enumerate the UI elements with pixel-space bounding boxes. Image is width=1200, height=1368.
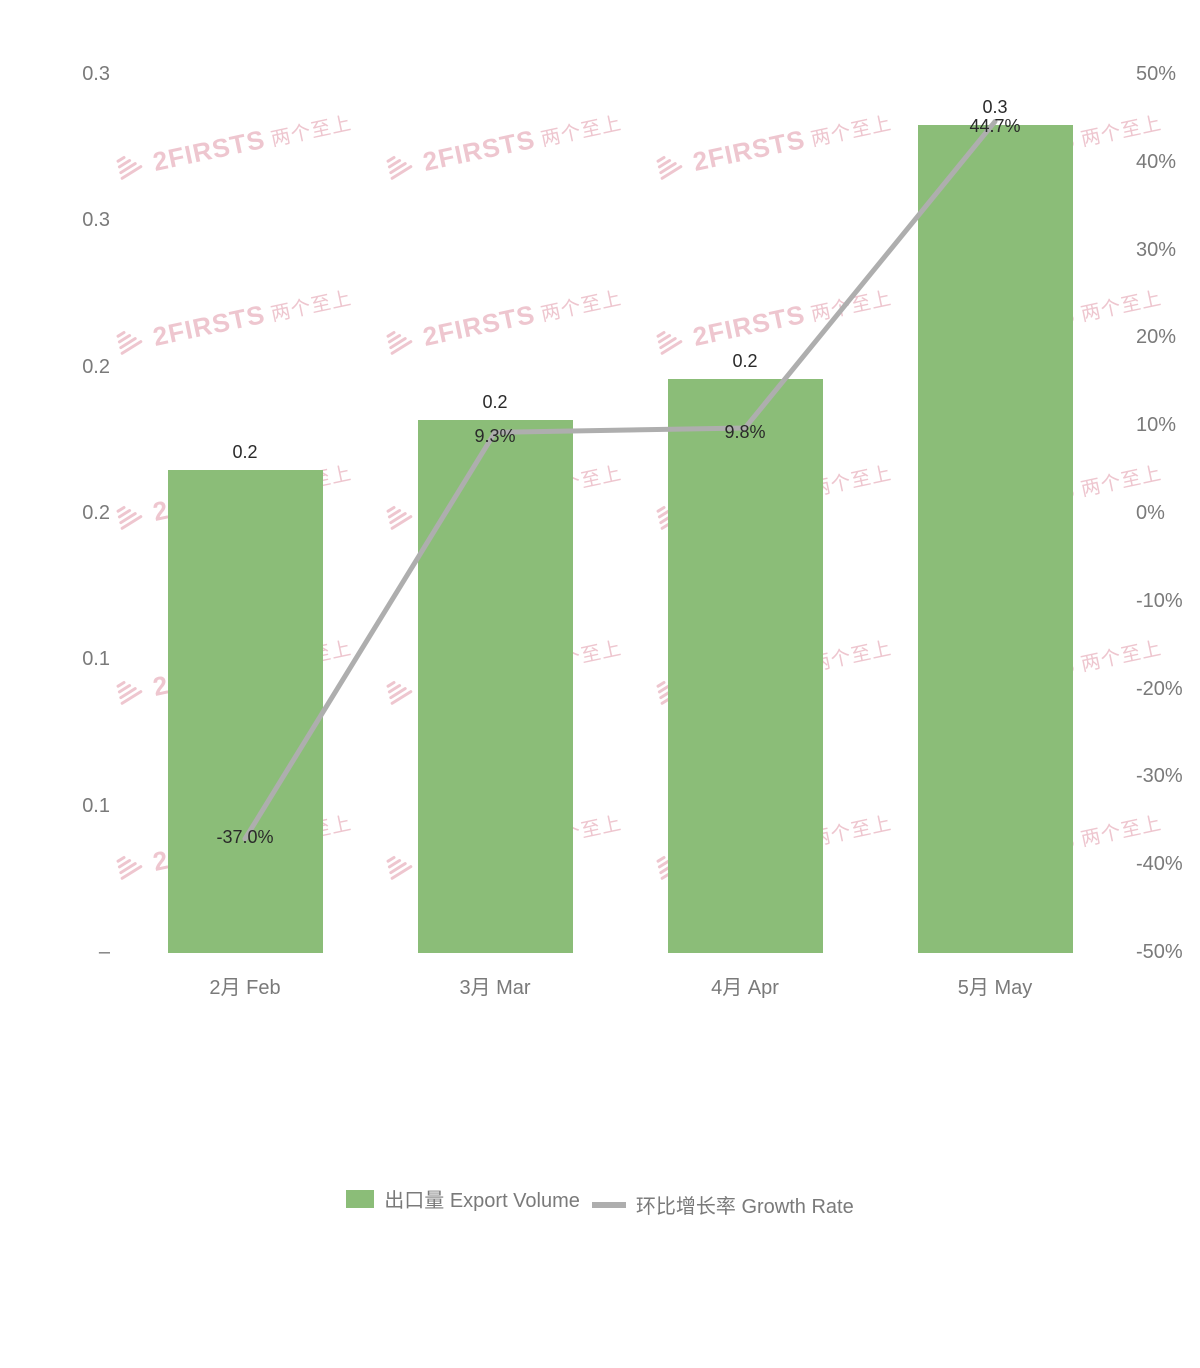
y-right-tick-label: -20% [1136,678,1183,701]
y-right-tick-label: 10% [1136,414,1176,437]
y-right-tick-label: 20% [1136,326,1176,349]
y-left-tick-label: 0.1 [40,648,110,671]
x-tick-label: 3月 Mar [370,971,620,1000]
y-right-tick-label: 40% [1136,151,1176,174]
bar-value-label: 0.2 [732,351,757,372]
legend-label: 环比增长率 Growth Rate [636,1190,854,1219]
legend-item: 出口量 Export Volume [346,1184,580,1213]
y-left-tick-label: 0.3 [40,209,110,232]
line-series [120,75,1120,953]
y-left-tick-label: – [40,941,110,964]
line-value-label: 44.7% [969,116,1020,137]
y-left-tick-label: 0.3 [40,63,110,86]
legend-item: 环比增长率 Growth Rate [592,1190,854,1219]
x-tick-label: 2月 Feb [120,971,370,1000]
y-right-tick-label: 0% [1136,502,1165,525]
legend-swatch-bar-icon [346,1190,374,1208]
x-tick-label: 5月 May [870,971,1120,1000]
legend-label: 出口量 Export Volume [384,1184,580,1213]
legend-swatch-line-icon [592,1202,626,1208]
y-right-tick-label: -10% [1136,590,1183,613]
line-value-label: 9.8% [724,422,765,443]
chart-container: 2FIRSTS两个至上2FIRSTS两个至上2FIRSTS两个至上2FIRSTS… [0,0,1200,1368]
y-right-tick-label: -50% [1136,941,1183,964]
y-right-tick-label: 50% [1136,63,1176,86]
y-left-tick-label: 0.2 [40,502,110,525]
y-left-tick-label: 0.1 [40,795,110,818]
line-value-label: -37.0% [216,827,273,848]
line-value-label: 9.3% [474,426,515,447]
plot-area [120,75,1120,953]
y-right-tick-label: -40% [1136,853,1183,876]
bar-value-label: 0.2 [232,442,257,463]
y-right-tick-label: -30% [1136,765,1183,788]
x-tick-label: 4月 Apr [620,971,870,1000]
legend: 出口量 Export Volume 环比增长率 Growth Rate [0,1184,1200,1219]
bar-value-label: 0.2 [482,392,507,413]
y-left-tick-label: 0.2 [40,356,110,379]
y-right-tick-label: 30% [1136,239,1176,262]
